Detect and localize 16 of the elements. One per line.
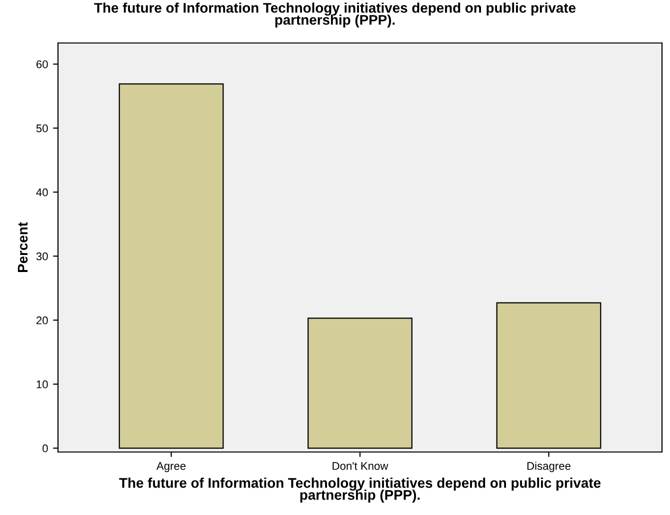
y-axis-title: Percent xyxy=(18,222,28,272)
y-tick-label: 20 xyxy=(36,316,48,324)
bar xyxy=(118,83,224,449)
y-tick-label: 30 xyxy=(36,252,48,260)
y-tick-label: 50 xyxy=(36,124,48,132)
bar xyxy=(308,318,412,449)
y-tick-label: 10 xyxy=(36,380,48,388)
bar xyxy=(496,302,602,449)
x-tick-label: Don't Know xyxy=(332,462,388,470)
x-tick-label: Disagree xyxy=(527,462,570,472)
y-tick-label: 0 xyxy=(42,444,48,452)
x-tick-label: Agree xyxy=(156,462,186,472)
y-tick-label: 40 xyxy=(36,188,48,196)
chart-title: The future of Information Technology initiatives depend on public private partnership (PPP). xyxy=(94,2,576,28)
y-tick-label: 60 xyxy=(36,60,48,68)
x-axis-title: The future of Information Technology initiatives depend on public private partnership (PPP). xyxy=(119,478,601,503)
